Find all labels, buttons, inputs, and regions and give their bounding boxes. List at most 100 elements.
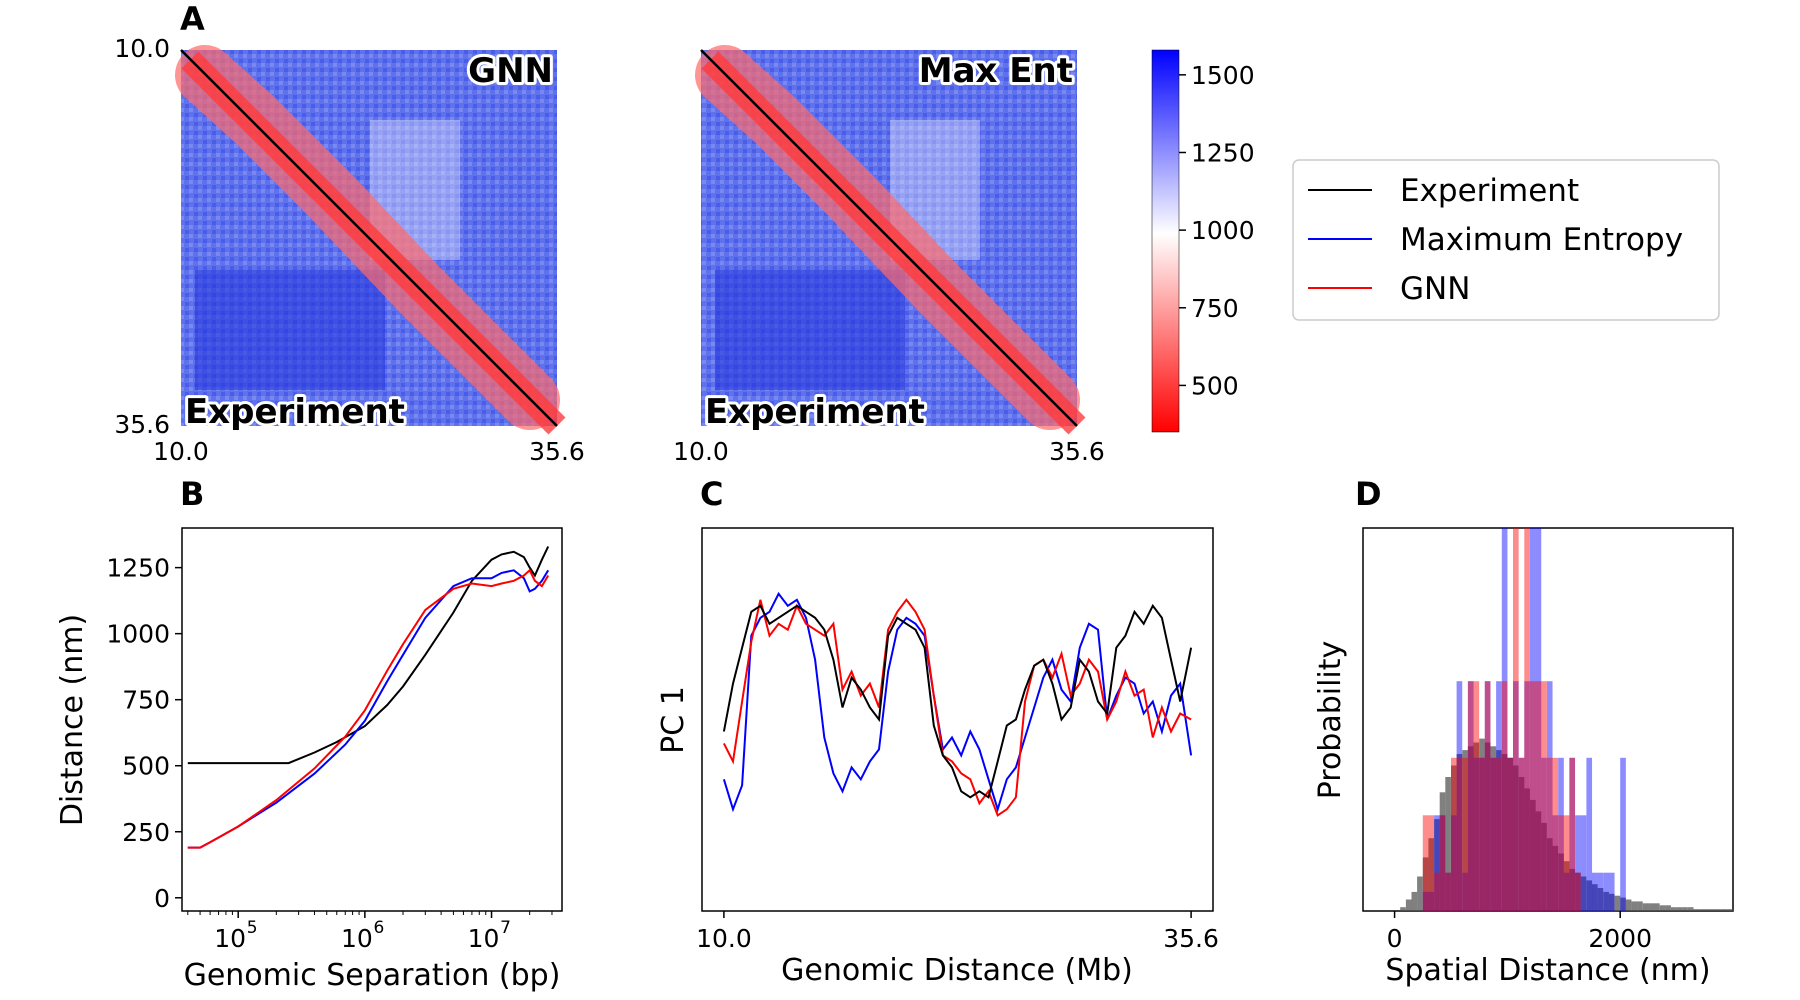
panel-d-bar-maximum-entropy — [1558, 757, 1564, 911]
panel-d-bar-gnn — [1501, 681, 1508, 911]
panel-label-b: B — [180, 475, 204, 513]
panel-b-ytick-label: 0 — [154, 884, 170, 913]
panel-b-distance-scaling: Genomic Separation (bp) Distance (nm) 0 2… — [55, 527, 563, 993]
panel-b-xtick-label: 10 — [214, 924, 246, 953]
panel-d-bar-maximum-entropy — [1524, 681, 1530, 911]
heatmap-gnn-ytick-bottom: 35.6 — [114, 410, 170, 439]
panel-d-bar-experiment — [1687, 907, 1694, 911]
colorbar-tick-label: 750 — [1191, 294, 1239, 323]
panel-d-bar-experiment — [1620, 897, 1626, 911]
panel-d-bar-experiment — [1451, 765, 1457, 911]
panel-d-bar-experiment — [1716, 909, 1722, 911]
panel-d-bar-gnn — [1445, 872, 1451, 911]
legend-label-gnn: GNN — [1400, 271, 1470, 307]
panel-d-bar-maximum-entropy — [1496, 681, 1502, 911]
panel-c-xtick-label: 10.0 — [696, 924, 752, 953]
panel-b-xtick-exponent: 6 — [373, 918, 384, 938]
panel-d-bar-maximum-entropy — [1467, 681, 1474, 911]
panel-d-bar-gnn — [1524, 528, 1530, 911]
panel-d-bar-experiment — [1654, 903, 1660, 911]
panel-d-bar-experiment — [1467, 746, 1474, 911]
panel-d-bar-maximum-entropy — [1603, 872, 1609, 911]
panel-d-bar-gnn — [1518, 757, 1525, 911]
panel-d-bar-experiment — [1411, 891, 1418, 911]
panel-d-bar-gnn — [1434, 872, 1440, 911]
panel-d-bar-experiment — [1631, 901, 1638, 911]
panel-label-a: A — [180, 0, 205, 38]
legend-label-maxent: Maximum Entropy — [1400, 222, 1683, 258]
panel-label-c: C — [700, 475, 723, 513]
panel-d-bar-experiment — [1648, 903, 1655, 911]
panel-c-series-gnn — [723, 598, 1192, 817]
panel-d-bar-experiment — [1625, 899, 1632, 911]
panel-d-bar-experiment — [1721, 909, 1728, 911]
panel-d-bar-experiment — [1501, 754, 1508, 911]
heatmap-maxent-xtick-left: 10.0 — [673, 437, 729, 466]
panel-d-bar-gnn — [1479, 757, 1485, 911]
panel-d-bar-experiment — [1642, 903, 1649, 911]
panel-b-xtick-label: 10 — [468, 924, 500, 953]
panel-d-bar-maximum-entropy — [1428, 891, 1435, 911]
panel-d-bar-maximum-entropy — [1439, 815, 1446, 912]
panel-d-bar-experiment — [1479, 738, 1485, 911]
panel-d-bar-experiment — [1592, 884, 1598, 911]
panel-d-bar-gnn — [1507, 757, 1514, 911]
panel-d-bar-gnn — [1535, 681, 1542, 911]
panel-d-bar-experiment — [1637, 901, 1643, 911]
panel-d-bar-experiment — [1659, 905, 1666, 911]
panel-d-bar-experiment — [1665, 905, 1671, 911]
panel-c-series-maximum-entropy — [722, 591, 1193, 813]
panel-d-bar-experiment — [1552, 845, 1559, 911]
panel-d-bar-experiment — [1608, 893, 1615, 911]
panel-d-bar-experiment — [1417, 876, 1423, 911]
panel-d-bar-maximum-entropy — [1597, 872, 1604, 911]
panel-d-bar-experiment — [1586, 880, 1593, 911]
panel-c-ylabel: PC 1 — [656, 686, 691, 754]
panel-b-series-gnn — [187, 568, 550, 849]
panel-d-bar-experiment — [1614, 895, 1621, 911]
panel-d-bar-maximum-entropy — [1445, 872, 1451, 911]
panel-b-xtick-exponent: 7 — [500, 918, 511, 938]
panel-c-frame — [701, 527, 1214, 912]
panel-d-bar-maximum-entropy — [1535, 528, 1542, 911]
panel-c-xlabel: Genomic Distance (Mb) — [781, 953, 1133, 988]
panel-d-bar-experiment — [1434, 819, 1440, 911]
colorbar-tick-label: 1000 — [1191, 216, 1255, 245]
panel-d-bar-experiment — [1524, 788, 1530, 911]
panel-d-bar-gnn — [1462, 757, 1468, 911]
panel-d-bar-gnn — [1530, 681, 1536, 911]
panel-d-bar-gnn — [1513, 528, 1519, 911]
legend-frame — [1292, 159, 1720, 321]
panel-d-bar-maximum-entropy — [1484, 681, 1491, 911]
panel-d-bar-maximum-entropy — [1422, 891, 1429, 911]
panel-d-bar-maximum-entropy — [1575, 815, 1581, 912]
panel-d-bar-maximum-entropy — [1541, 757, 1547, 911]
panel-d-bar-experiment — [1535, 811, 1542, 911]
heatmap-maxent-xtick-right: 35.6 — [1049, 437, 1105, 466]
panel-d-bar-experiment — [1541, 822, 1547, 911]
heatmap-gnn: GNN Experiment 10.0 35.6 10.0 35.6 — [114, 34, 585, 466]
panel-b-ytick-label: 750 — [122, 686, 170, 715]
panel-d-xlabel: Spatial Distance (nm) — [1385, 953, 1710, 988]
heatmap-maxent: Max Ent Experiment 10.0 35.6 — [673, 45, 1105, 466]
panel-d-bar-maximum-entropy — [1580, 815, 1587, 912]
panel-d-bar-maximum-entropy — [1501, 528, 1508, 911]
panel-d-bar-maximum-entropy — [1569, 757, 1576, 911]
colorbar: 500 750 1000 1250 1500 — [1151, 49, 1255, 433]
panel-d-bar-experiment — [1405, 899, 1412, 911]
panel-d-bar-gnn — [1496, 757, 1502, 911]
panel-d-bar-experiment — [1400, 907, 1406, 911]
panel-d-bar-experiment — [1693, 909, 1700, 911]
panel-d-bar-gnn — [1473, 681, 1480, 911]
heatmap-maxent-lower-label: Experiment — [705, 392, 925, 432]
panel-b-ylabel: Distance (nm) — [55, 614, 90, 826]
panel-d-bar-experiment — [1518, 777, 1525, 911]
panel-d-bar-gnn — [1552, 757, 1559, 911]
panel-d-bar-experiment — [1513, 765, 1519, 911]
panel-d-bar-gnn — [1439, 815, 1446, 912]
panel-d-bar-maximum-entropy — [1462, 872, 1468, 911]
panel-d-bar-experiment — [1490, 746, 1497, 911]
legend: Experiment Maximum Entropy GNN — [1292, 159, 1720, 321]
panel-b-xtick-exponent: 5 — [247, 918, 258, 938]
